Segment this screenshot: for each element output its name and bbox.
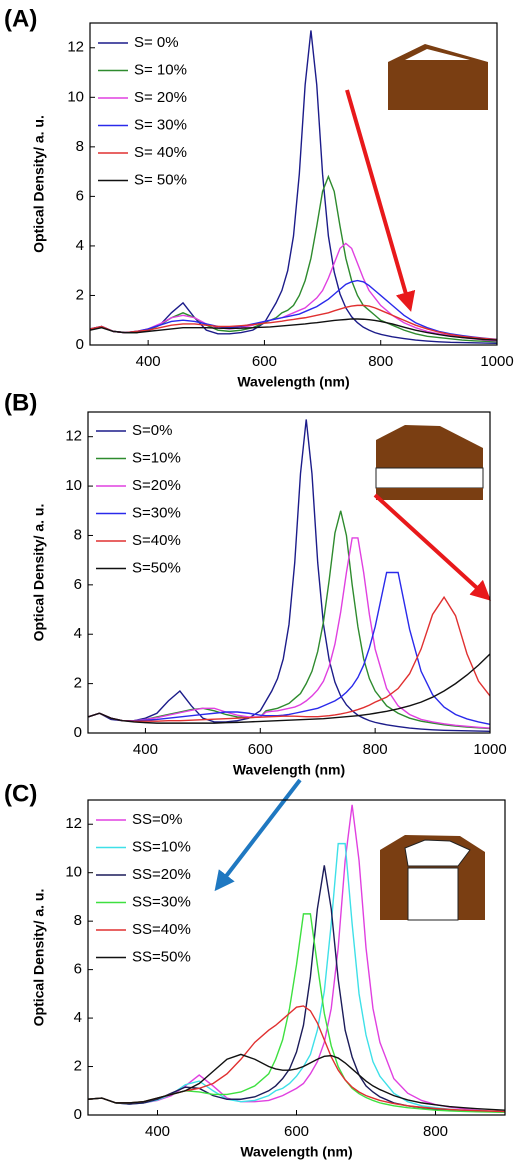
inset-c — [380, 835, 485, 921]
legend-label: SS=40% — [132, 921, 191, 938]
x-axis-label: Wavelength (nm) — [237, 374, 349, 390]
legend-label: SS=30% — [132, 893, 191, 910]
x-tick-label: 600 — [252, 353, 277, 370]
series-line — [87, 419, 491, 732]
legend-label: SS=0% — [132, 811, 182, 828]
x-tick-label: 600 — [248, 741, 273, 758]
y-tick-label: 0 — [74, 724, 82, 741]
legend-label: SS=50% — [132, 948, 191, 965]
series-line — [89, 304, 498, 341]
arrow — [345, 89, 416, 312]
plot-frame — [87, 411, 491, 734]
inset-b — [375, 425, 484, 500]
x-axis-label: Wavelength (nm) — [240, 1144, 352, 1160]
y-tick-label: 6 — [74, 961, 82, 978]
x-axis-label: Wavelength (nm) — [233, 762, 345, 778]
x-tick-label: 400 — [145, 1123, 170, 1140]
y-axis-label: Optical Density/ a. u. — [31, 889, 47, 1027]
legend-label: SS=20% — [132, 866, 191, 883]
y-tick-label: 6 — [74, 576, 82, 593]
legend-label: S= 10% — [134, 61, 187, 78]
x-tick-label: 400 — [133, 741, 158, 758]
y-tick-label: 4 — [76, 237, 84, 254]
legend-label: S=40% — [132, 532, 181, 549]
y-tick-label: 0 — [74, 1106, 82, 1123]
y-tick-label: 12 — [65, 428, 82, 445]
series-line — [87, 913, 506, 1114]
series-line — [87, 1053, 506, 1111]
legend-label: S=50% — [132, 559, 181, 576]
series-line — [89, 318, 498, 341]
legend-label: S=0% — [132, 422, 172, 439]
legend-label: S=30% — [132, 504, 181, 521]
series-line — [87, 510, 491, 730]
plot-frame — [89, 22, 498, 346]
y-tick-label: 2 — [74, 1058, 82, 1075]
inset-a — [388, 44, 488, 110]
y-tick-label: 12 — [65, 815, 82, 832]
y-axis-label: Optical Density/ a. u. — [31, 504, 47, 642]
y-tick-label: 10 — [65, 477, 82, 494]
x-tick-label: 600 — [284, 1123, 309, 1140]
x-tick-label: 1000 — [480, 353, 513, 370]
y-axis-label: Optical Density/ a. u. — [31, 115, 47, 253]
legend-label: SS=10% — [132, 838, 191, 855]
legend-label: S=10% — [132, 449, 181, 466]
y-tick-label: 8 — [74, 526, 82, 543]
y-tick-label: 8 — [74, 912, 82, 929]
x-tick-label: 800 — [363, 741, 388, 758]
plot-frame — [87, 799, 506, 1116]
arrow — [373, 493, 491, 601]
panel-label: (A) — [4, 5, 37, 32]
series-line — [87, 1005, 506, 1113]
panel-label: (B) — [4, 389, 37, 416]
y-tick-label: 2 — [74, 675, 82, 692]
legend-label: S=20% — [132, 477, 181, 494]
x-tick-label: 800 — [423, 1123, 448, 1140]
y-tick-label: 12 — [67, 39, 84, 56]
series-line — [89, 30, 498, 344]
y-tick-label: 0 — [76, 336, 84, 353]
series-line — [87, 537, 491, 729]
legend-label: S= 20% — [134, 89, 187, 106]
series-line — [89, 174, 498, 343]
arrow — [214, 778, 302, 892]
x-tick-label: 1000 — [473, 741, 506, 758]
series-line — [89, 242, 498, 342]
legend-label: S= 30% — [134, 116, 187, 133]
x-tick-label: 800 — [368, 353, 393, 370]
y-tick-label: 2 — [76, 286, 84, 303]
series-line — [87, 595, 491, 722]
series-line — [87, 653, 491, 724]
series-line — [87, 804, 506, 1113]
panel-label: (C) — [4, 780, 37, 807]
legend-label: S= 40% — [134, 144, 187, 161]
legend-label: S= 50% — [134, 171, 187, 188]
series-line — [89, 279, 498, 340]
y-tick-label: 4 — [74, 1009, 82, 1026]
x-tick-label: 400 — [136, 353, 161, 370]
y-tick-label: 4 — [74, 625, 82, 642]
series-line — [87, 571, 491, 726]
y-tick-label: 6 — [76, 187, 84, 204]
y-tick-label: 8 — [76, 138, 84, 155]
y-tick-label: 10 — [67, 88, 84, 105]
y-tick-label: 10 — [65, 864, 82, 881]
legend-label: S= 0% — [134, 34, 179, 51]
